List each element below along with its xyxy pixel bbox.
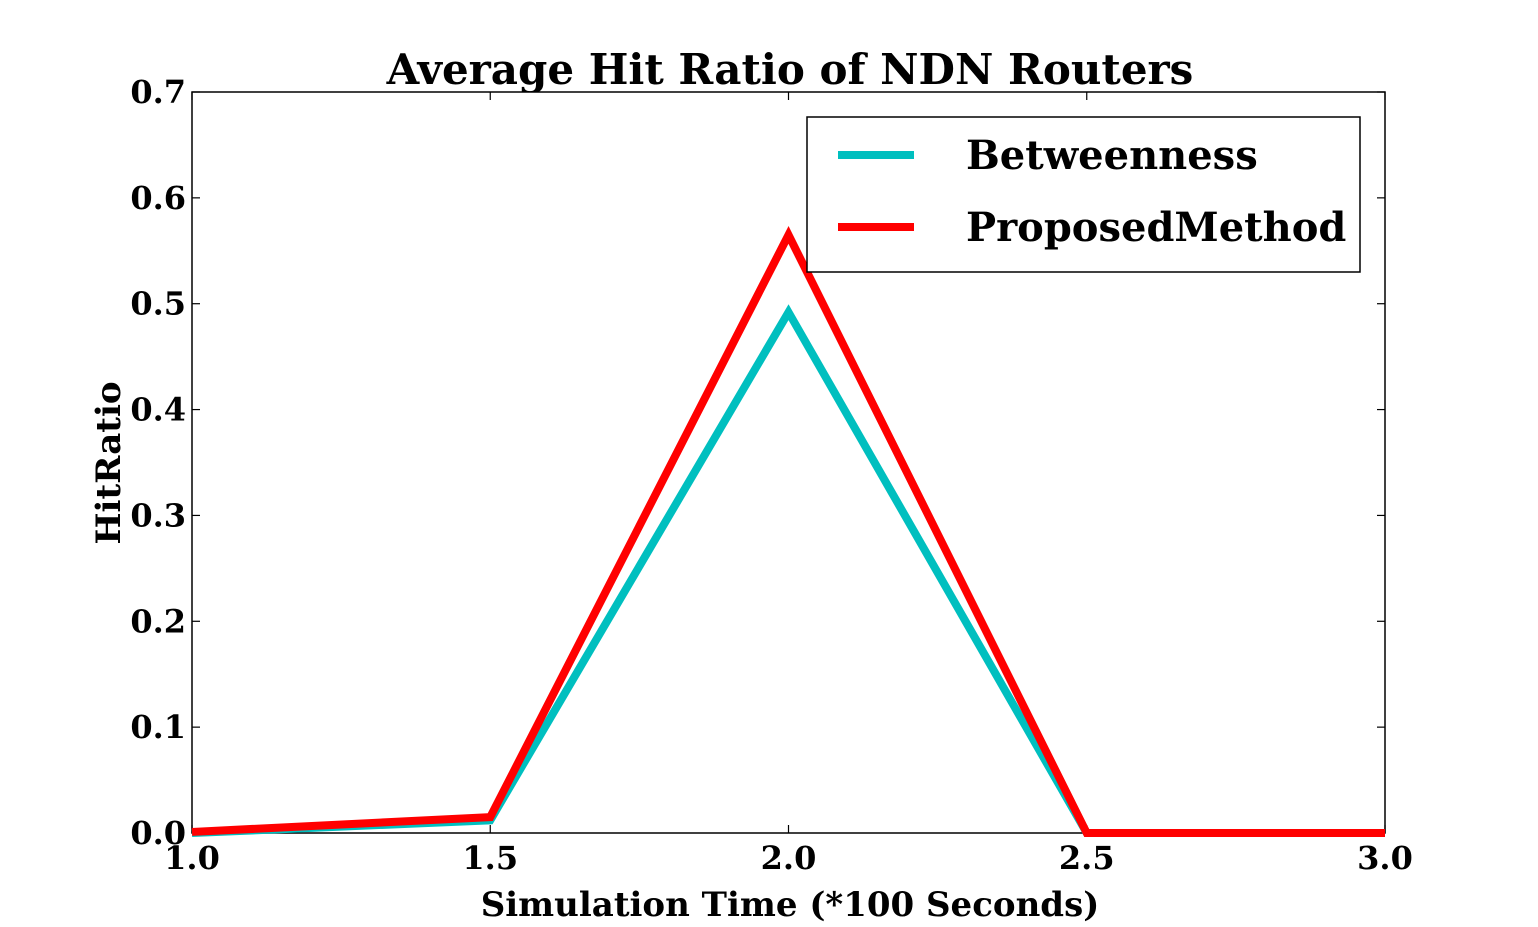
y-axis: 0.0 0.1 0.2 0.3 0.4 0.5 0.6 0.7 xyxy=(130,73,1385,852)
x-tick-label: 2.0 xyxy=(761,839,817,877)
chart-title: Average Hit Ratio of NDN Routers xyxy=(386,45,1194,94)
legend-box xyxy=(806,116,1361,273)
y-tick-label: 0.6 xyxy=(130,179,186,217)
y-tick-label: 0.2 xyxy=(130,602,186,640)
series-lines xyxy=(191,226,1385,837)
x-tick-label: 2.5 xyxy=(1059,839,1115,877)
y-tick-label: 0.1 xyxy=(130,708,186,746)
y-tick-label: 0.5 xyxy=(130,285,186,323)
y-tick-label: 0.7 xyxy=(130,73,186,111)
y-axis-title: HitRatio xyxy=(89,381,129,544)
legend-label-proposedmethod: ProposedMethod xyxy=(966,204,1346,251)
y-tick-label: 0.3 xyxy=(130,496,186,534)
x-axis: 1.0 1.5 2.0 2.5 3.0 xyxy=(164,92,1413,877)
legend: Betweenness ProposedMethod xyxy=(806,116,1361,273)
legend-label-betweenness: Betweenness xyxy=(966,132,1258,179)
x-tick-label: 1.0 xyxy=(164,839,220,877)
y-tick-label: 0.0 xyxy=(130,814,186,852)
x-tick-label: 3.0 xyxy=(1357,839,1413,877)
y-tick-label: 0.4 xyxy=(130,391,186,429)
x-tick-label: 1.5 xyxy=(462,839,518,877)
x-axis-title: Simulation Time (*100 Seconds) xyxy=(481,885,1100,925)
series-line-proposedmethod xyxy=(191,226,1385,837)
